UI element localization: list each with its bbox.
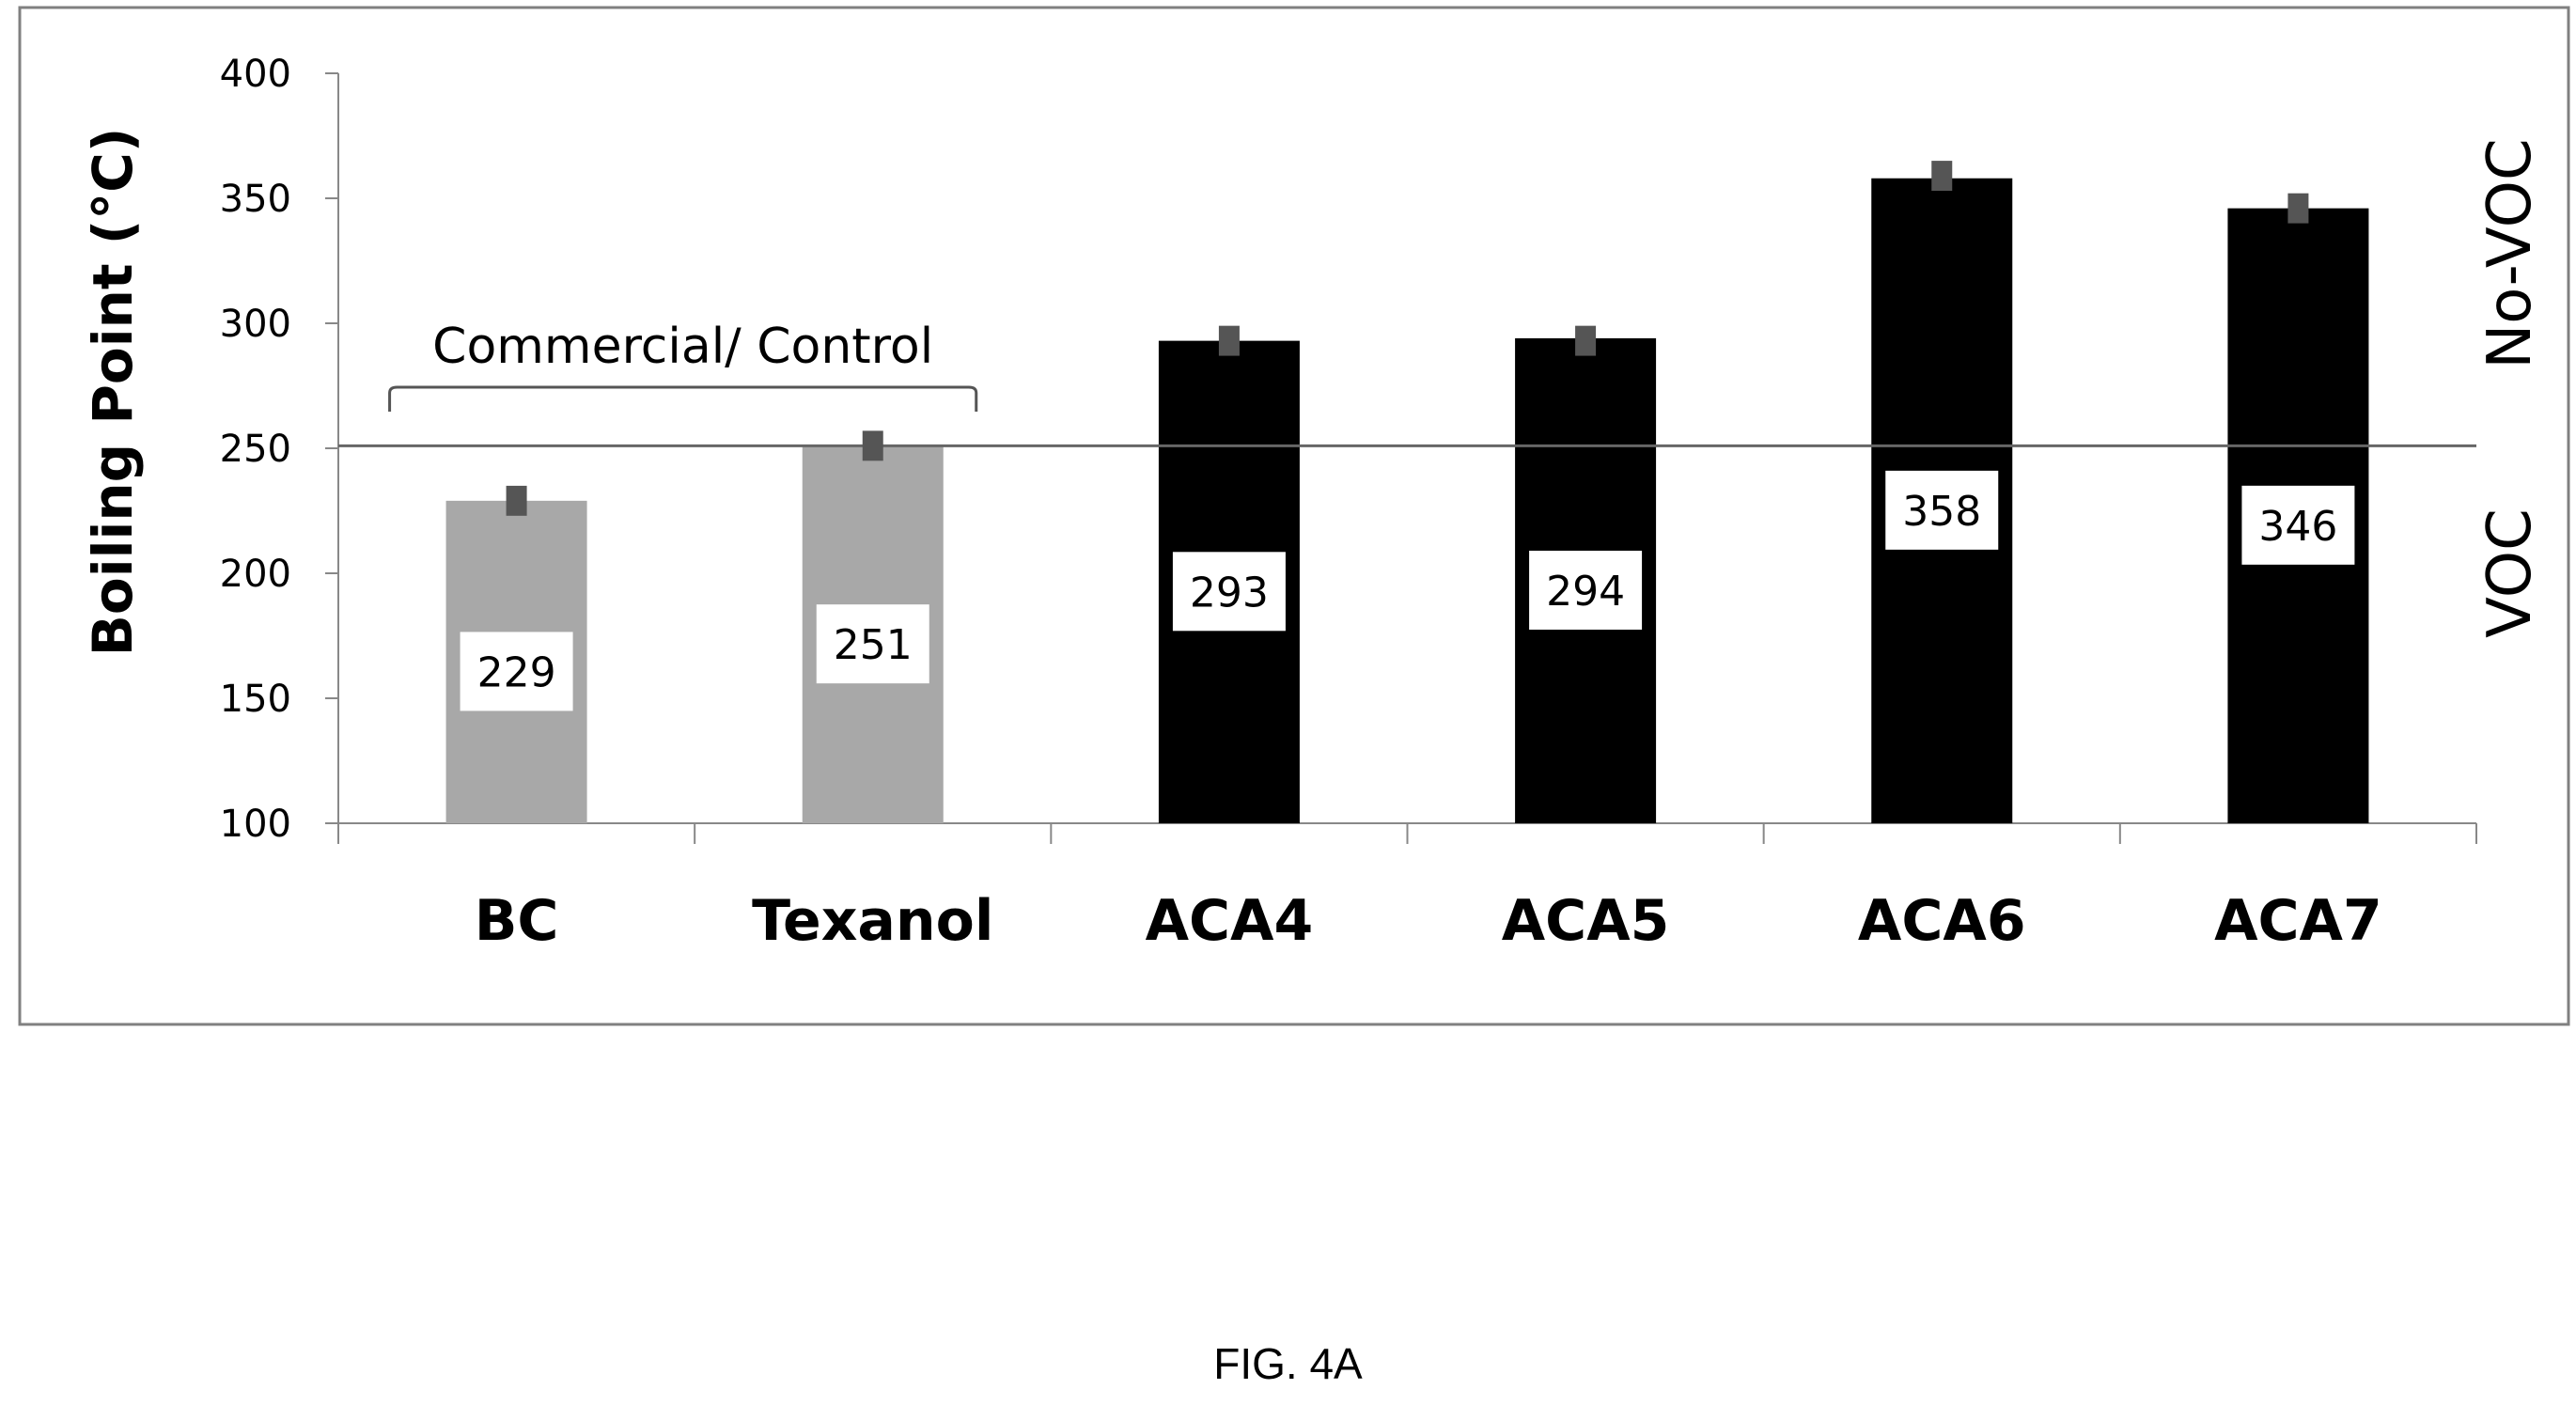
data-label: 358 — [1902, 488, 1981, 536]
error-bar — [862, 430, 883, 461]
y-axis-title-group: Boiling Point (°C) — [81, 128, 145, 657]
error-bar — [2287, 193, 2309, 224]
x-category-label: Texanol — [752, 888, 993, 954]
data-label: 294 — [1546, 568, 1625, 616]
y-tick-label: 100 — [220, 803, 291, 846]
data-label-box — [1529, 550, 1643, 630]
data-label-box — [1885, 470, 1999, 550]
bracket-line — [388, 385, 978, 412]
y-tick-label: 250 — [220, 428, 291, 471]
error-bar — [1575, 325, 1597, 356]
zone-label-voc: VOC — [2475, 508, 2545, 638]
data-label: 346 — [2258, 503, 2337, 551]
x-category-label: ACA4 — [1146, 888, 1314, 954]
y-tick-label: 300 — [220, 303, 291, 346]
bracket-label: Commercial/ Control — [432, 319, 933, 375]
x-axis: BC Texanol ACA4 ACA5 ACA6 ACA7 — [337, 822, 2477, 954]
y-tick-label: 150 — [220, 678, 291, 721]
x-category-label: ACA5 — [1502, 888, 1670, 954]
data-label: 229 — [477, 648, 556, 696]
group-bracket: Commercial/ Control — [388, 319, 978, 412]
data-label-box — [460, 632, 573, 711]
error-bar — [1218, 325, 1240, 356]
zone-label-no-voc: No-VOC — [2475, 138, 2545, 368]
error-bar — [1931, 161, 1953, 192]
y-axis: 100 150 200 250 300 350 400 — [220, 53, 339, 846]
x-category-label: ACA6 — [1858, 888, 2026, 954]
y-tick-label: 200 — [220, 553, 291, 596]
error-bar — [506, 485, 527, 516]
data-label: 251 — [834, 621, 913, 669]
data-label-box — [1172, 552, 1286, 632]
data-label-box — [2241, 485, 2355, 565]
y-tick-label: 350 — [220, 178, 291, 221]
y-axis-title: Boiling Point (°C) — [81, 128, 145, 657]
data-label-box — [816, 604, 929, 684]
x-category-label: BC — [475, 888, 559, 954]
x-category-label: ACA7 — [2214, 888, 2382, 954]
figure-caption: FIG. 4A — [1213, 1339, 1363, 1388]
data-label: 293 — [1190, 569, 1269, 617]
zone-labels: No-VOC VOC — [2475, 138, 2545, 638]
error-bars — [506, 161, 2309, 516]
data-labels: 229 251 293 294 358 346 — [460, 470, 2355, 711]
y-tick-label: 400 — [220, 53, 291, 96]
